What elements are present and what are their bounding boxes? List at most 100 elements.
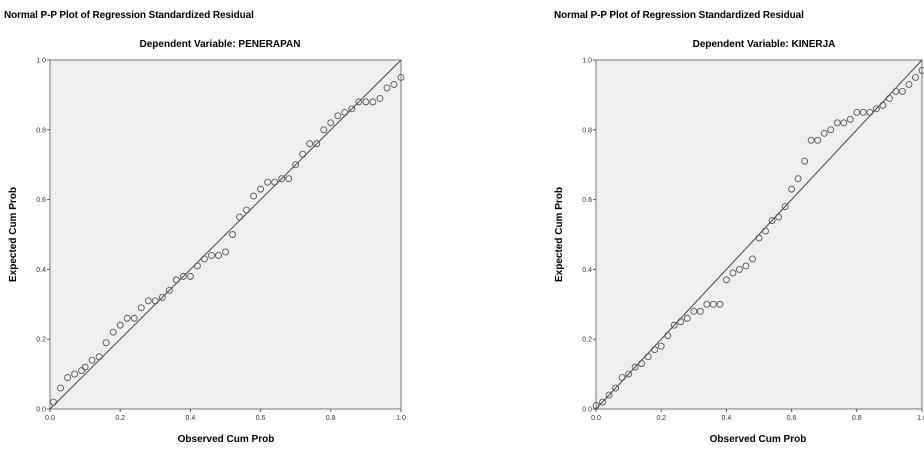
data-point xyxy=(362,98,370,106)
data-point xyxy=(872,105,880,113)
chart-subtitle: Dependent Variable: PENERAPAN xyxy=(139,39,301,50)
data-point xyxy=(327,119,335,127)
y-tick-label: 1.0 xyxy=(36,58,46,65)
pp-plot-penerapan: Normal P-P Plot of Regression Standardiz… xyxy=(4,10,406,445)
data-point xyxy=(683,314,691,322)
data-point xyxy=(762,227,769,235)
data-point xyxy=(348,105,356,113)
data-point xyxy=(383,84,391,92)
data-point xyxy=(644,353,652,361)
data-point xyxy=(716,300,724,308)
y-tick-label: 0.8 xyxy=(36,127,46,134)
data-point xyxy=(729,269,737,277)
chart-title: Normal P-P Plot of Regression Standardiz… xyxy=(4,10,254,21)
data-point xyxy=(853,108,861,116)
data-point xyxy=(200,255,208,263)
y-tick-label: 0.6 xyxy=(582,197,592,204)
y-tick-label: 1.0 xyxy=(582,58,592,65)
x-tick-label: 1.0 xyxy=(396,415,406,422)
data-point xyxy=(179,272,187,280)
data-point xyxy=(172,276,180,284)
data-point xyxy=(123,314,131,322)
y-tick-label: 0.0 xyxy=(36,407,46,414)
data-point xyxy=(840,119,848,127)
data-point xyxy=(709,300,717,308)
data-point xyxy=(320,126,328,134)
x-tick-label: 0.2 xyxy=(656,415,666,422)
x-tick-label: 0.4 xyxy=(186,415,196,422)
reference-line xyxy=(595,59,923,410)
data-point xyxy=(625,370,633,378)
data-point xyxy=(846,115,854,123)
x-tick-label: 0.0 xyxy=(591,415,601,422)
data-point xyxy=(879,101,887,109)
data-point xyxy=(313,140,321,148)
chart-title: Normal P-P Plot of Regression Standardiz… xyxy=(554,10,804,21)
data-point xyxy=(116,321,124,329)
y-tick-label: 0.4 xyxy=(36,267,46,274)
y-axis-label: Expected Cum Prob xyxy=(554,187,565,282)
data-point xyxy=(859,108,867,116)
data-point xyxy=(306,140,314,148)
x-axis-label: Observed Cum Prob xyxy=(178,434,275,445)
data-point xyxy=(186,272,194,280)
data-point xyxy=(885,94,893,102)
data-point xyxy=(807,136,815,144)
data-point xyxy=(801,157,809,165)
data-point xyxy=(334,112,342,120)
data-point xyxy=(88,356,96,364)
data-point xyxy=(814,136,822,144)
data-point xyxy=(71,370,79,378)
data-point xyxy=(775,213,783,221)
data-point xyxy=(827,126,835,134)
data-point xyxy=(390,80,398,88)
data-point xyxy=(355,98,363,106)
data-point xyxy=(222,248,229,256)
data-point xyxy=(742,262,750,270)
data-point xyxy=(102,339,110,347)
data-point xyxy=(78,367,86,375)
y-tick-label: 0.6 xyxy=(36,197,46,204)
data-point xyxy=(341,108,349,116)
x-axis-label: Observed Cum Prob xyxy=(710,434,807,445)
data-point xyxy=(376,94,384,102)
data-point xyxy=(912,73,919,81)
data-point xyxy=(271,178,279,186)
data-point xyxy=(664,332,672,340)
data-point xyxy=(243,206,251,214)
x-tick-label: 0.6 xyxy=(256,415,266,422)
data-point xyxy=(918,67,924,74)
data-point xyxy=(612,384,620,392)
data-point xyxy=(193,262,201,270)
data-point xyxy=(257,185,265,193)
data-point xyxy=(794,175,802,183)
data-point xyxy=(905,80,913,88)
data-point xyxy=(833,119,841,127)
data-point xyxy=(638,360,646,368)
pp-plot-kinerja: Normal P-P Plot of Regression Standardiz… xyxy=(546,0,924,449)
data-point xyxy=(703,300,711,308)
data-point xyxy=(299,150,307,158)
data-point xyxy=(670,321,678,329)
y-tick-label: 0.8 xyxy=(582,127,592,134)
data-point xyxy=(755,234,763,242)
data-point xyxy=(236,213,243,221)
data-point xyxy=(158,293,166,301)
data-point xyxy=(749,255,756,263)
y-tick-label: 0.2 xyxy=(582,337,592,344)
data-point xyxy=(229,231,236,238)
data-point xyxy=(631,363,639,371)
data-point xyxy=(657,342,665,350)
y-tick-label: 0.4 xyxy=(582,267,592,274)
x-tick-label: 0.8 xyxy=(326,415,336,422)
y-axis-label: Expected Cum Prob xyxy=(8,187,19,282)
data-point xyxy=(892,87,900,95)
data-point xyxy=(144,297,152,305)
data-point xyxy=(696,307,704,315)
data-point xyxy=(722,276,730,284)
data-point xyxy=(788,185,796,193)
y-tick-label: 0.2 xyxy=(36,337,46,344)
data-point xyxy=(781,203,789,211)
x-tick-label: 0.0 xyxy=(45,415,55,422)
data-point xyxy=(651,346,659,354)
